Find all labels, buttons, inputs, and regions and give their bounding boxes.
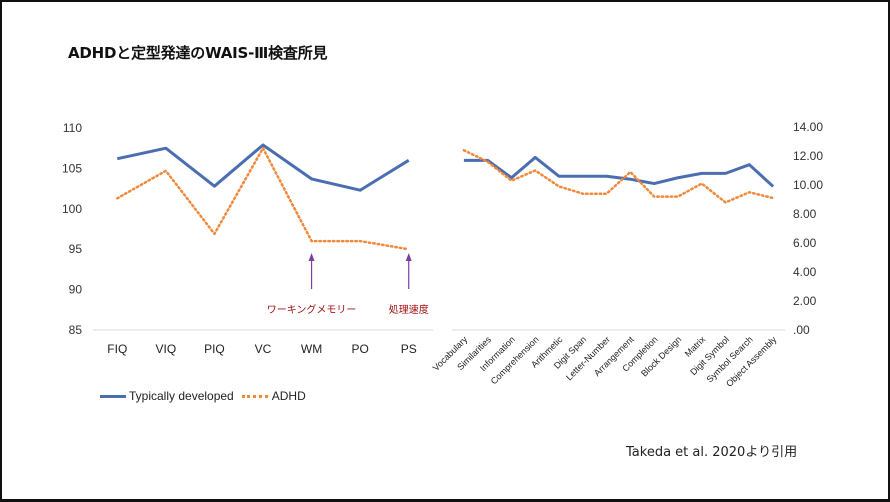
left-x-tick-label: FIQ xyxy=(107,342,127,356)
right-y-tick-label: 8.00 xyxy=(793,207,817,221)
left-y-tick-label: 85 xyxy=(69,323,83,337)
left-chart-composite-scores: 110 105 100 95 90 85 FIQ VIQ PIQ VC WM PO PS ワーキングメモリ… xyxy=(62,121,433,356)
right-y-tick-label: 2.00 xyxy=(793,294,817,308)
left-y-tick-label: 95 xyxy=(69,242,83,256)
left-x-tick-label: WM xyxy=(301,342,322,356)
right-y-tick-label: 14.00 xyxy=(793,120,823,134)
annotation-label: 処理速度 xyxy=(389,303,429,316)
right-series-typical-line xyxy=(463,155,775,188)
legend-adhd-swatch xyxy=(241,394,268,398)
left-x-tick-label: PO xyxy=(351,342,368,356)
right-chart-subtests: 14.0012.0010.008.006.004.002.00.00Vocabu… xyxy=(431,120,824,389)
right-y-tick-label: .00 xyxy=(793,323,810,337)
right-y-tick-label: 4.00 xyxy=(793,265,817,279)
legend-typical-label: Typically developed xyxy=(129,389,234,403)
right-y-tick-label: 12.00 xyxy=(793,149,823,163)
annotation-arrow-head-icon xyxy=(308,253,315,261)
right-y-tick-label: 10.00 xyxy=(793,178,823,192)
left-x-tick-label: PS xyxy=(401,342,417,356)
left-series-typical-line xyxy=(116,143,410,192)
right-series-adhd-line xyxy=(462,148,775,204)
left-x-tick-label: PIQ xyxy=(204,342,225,356)
right-y-tick-label: 6.00 xyxy=(793,236,817,250)
citation: Takeda et al. 2020より引用 xyxy=(626,445,798,460)
legend-typical-swatch xyxy=(100,394,126,398)
left-y-tick-label: 100 xyxy=(62,202,82,216)
left-y-tick-label: 110 xyxy=(63,121,82,135)
legend: Typically developed ADHD xyxy=(100,389,306,403)
annotation-arrow-head-icon xyxy=(405,253,412,261)
annotation-label: ワーキングメモリー xyxy=(267,303,357,316)
left-series-adhd-line xyxy=(116,146,410,251)
left-x-tick-label: VC xyxy=(255,342,272,356)
left-y-tick-label: 105 xyxy=(62,161,82,175)
page-title: ADHDと定型発達のWAIS-Ⅲ検査所見 xyxy=(68,44,328,62)
legend-adhd-label: ADHD xyxy=(271,389,306,403)
left-x-tick-label: VIQ xyxy=(156,342,177,356)
left-y-tick-label: 90 xyxy=(69,283,83,297)
